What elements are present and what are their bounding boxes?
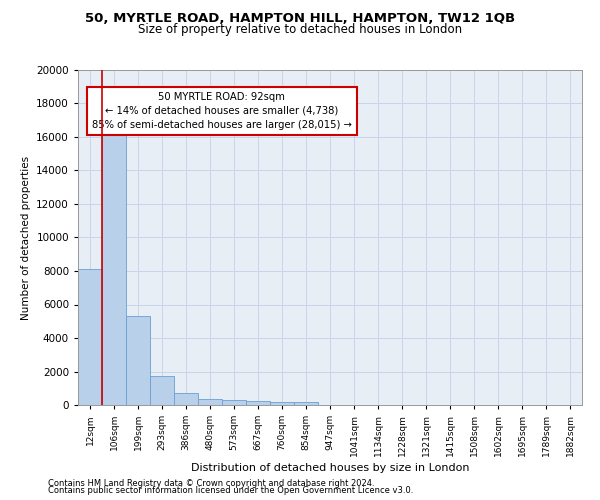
Bar <box>78 270 102 405</box>
Text: Contains HM Land Registry data © Crown copyright and database right 2024.: Contains HM Land Registry data © Crown c… <box>48 478 374 488</box>
X-axis label: Distribution of detached houses by size in London: Distribution of detached houses by size … <box>191 463 469 473</box>
Text: Size of property relative to detached houses in London: Size of property relative to detached ho… <box>138 22 462 36</box>
Bar <box>270 402 294 405</box>
Bar <box>126 316 150 405</box>
Bar <box>198 399 222 405</box>
Bar <box>174 394 198 405</box>
Text: 50, MYRTLE ROAD, HAMPTON HILL, HAMPTON, TW12 1QB: 50, MYRTLE ROAD, HAMPTON HILL, HAMPTON, … <box>85 12 515 26</box>
Bar <box>102 126 126 405</box>
Bar <box>294 402 318 405</box>
Y-axis label: Number of detached properties: Number of detached properties <box>20 156 31 320</box>
Bar <box>150 376 174 405</box>
Bar <box>246 402 270 405</box>
Bar <box>222 400 246 405</box>
Text: Contains public sector information licensed under the Open Government Licence v3: Contains public sector information licen… <box>48 486 413 495</box>
Text: 50 MYRTLE ROAD: 92sqm
← 14% of detached houses are smaller (4,738)
85% of semi-d: 50 MYRTLE ROAD: 92sqm ← 14% of detached … <box>92 92 352 130</box>
